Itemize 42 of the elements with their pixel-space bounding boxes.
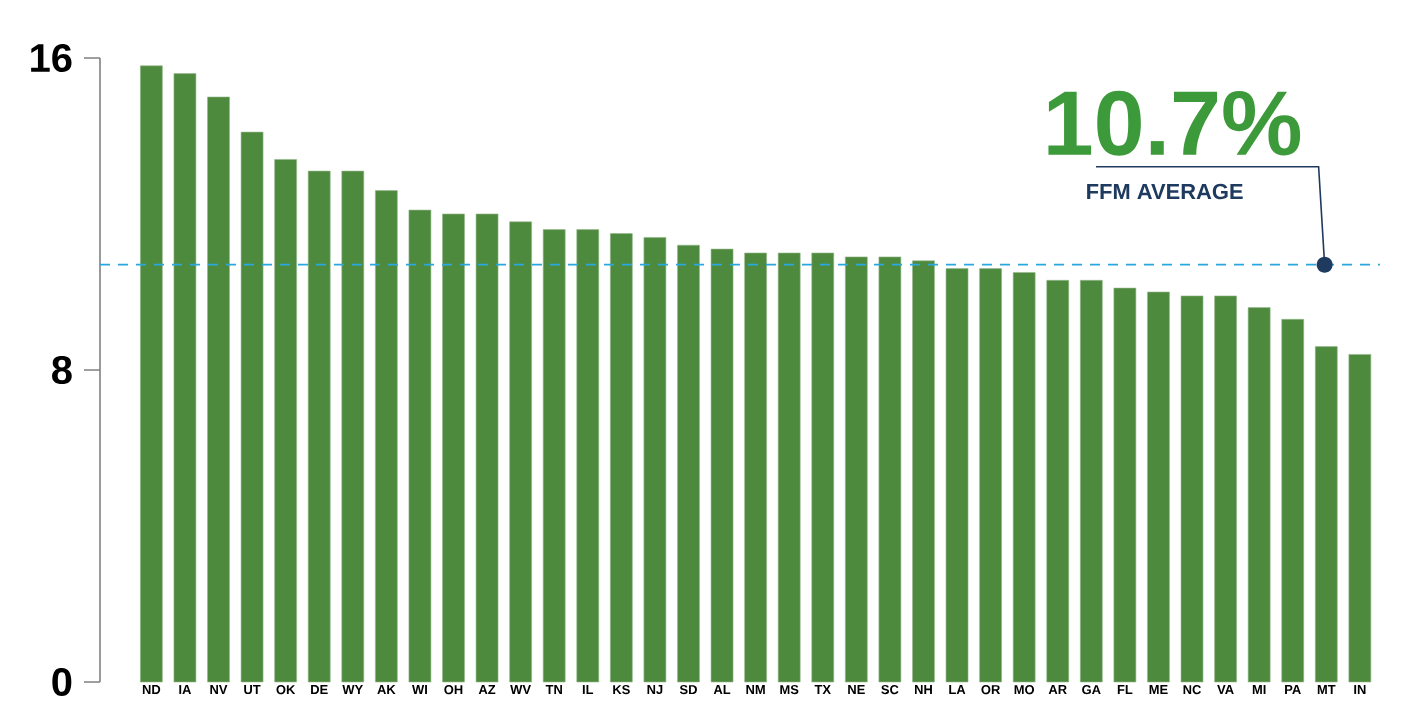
- bar: [1281, 319, 1305, 683]
- bar: [442, 213, 465, 683]
- bar: [1315, 346, 1338, 683]
- bar: [274, 159, 297, 683]
- bar: [1214, 295, 1237, 683]
- bar: [576, 229, 600, 683]
- bar: [1348, 354, 1372, 683]
- bar: [173, 73, 197, 683]
- bar: [945, 268, 969, 683]
- bar: [542, 229, 566, 683]
- bar: [610, 233, 633, 683]
- bar: [207, 96, 230, 683]
- bar: [1012, 272, 1036, 683]
- bar: [475, 213, 499, 683]
- annotation: 10.7%: [1048, 90, 1301, 156]
- bar: [1180, 295, 1204, 683]
- bar: [811, 252, 835, 683]
- bar: [677, 244, 700, 683]
- y-tick-label: 0: [52, 667, 72, 697]
- bar: [408, 209, 432, 683]
- bar: [240, 131, 264, 683]
- bar: [307, 170, 331, 683]
- bar: [912, 260, 935, 683]
- bar: [1113, 287, 1137, 683]
- bar: [341, 170, 365, 683]
- bar: [1080, 280, 1103, 683]
- bar: [777, 252, 801, 683]
- bar: [845, 256, 868, 683]
- bar: [1046, 280, 1070, 683]
- bar: [1147, 291, 1170, 683]
- bar: [1247, 307, 1271, 683]
- bar: [878, 256, 902, 683]
- bar: [710, 248, 734, 683]
- bar: [744, 252, 767, 683]
- y-tick-label: 8: [52, 355, 72, 385]
- bar: [140, 65, 163, 683]
- ref-line-label: FFM AVERAGE: [1087, 183, 1243, 200]
- y-tick-label: 16: [31, 43, 72, 73]
- bar: [509, 221, 532, 683]
- bar: [375, 190, 398, 683]
- bar: [979, 268, 1002, 683]
- bar: [643, 237, 667, 683]
